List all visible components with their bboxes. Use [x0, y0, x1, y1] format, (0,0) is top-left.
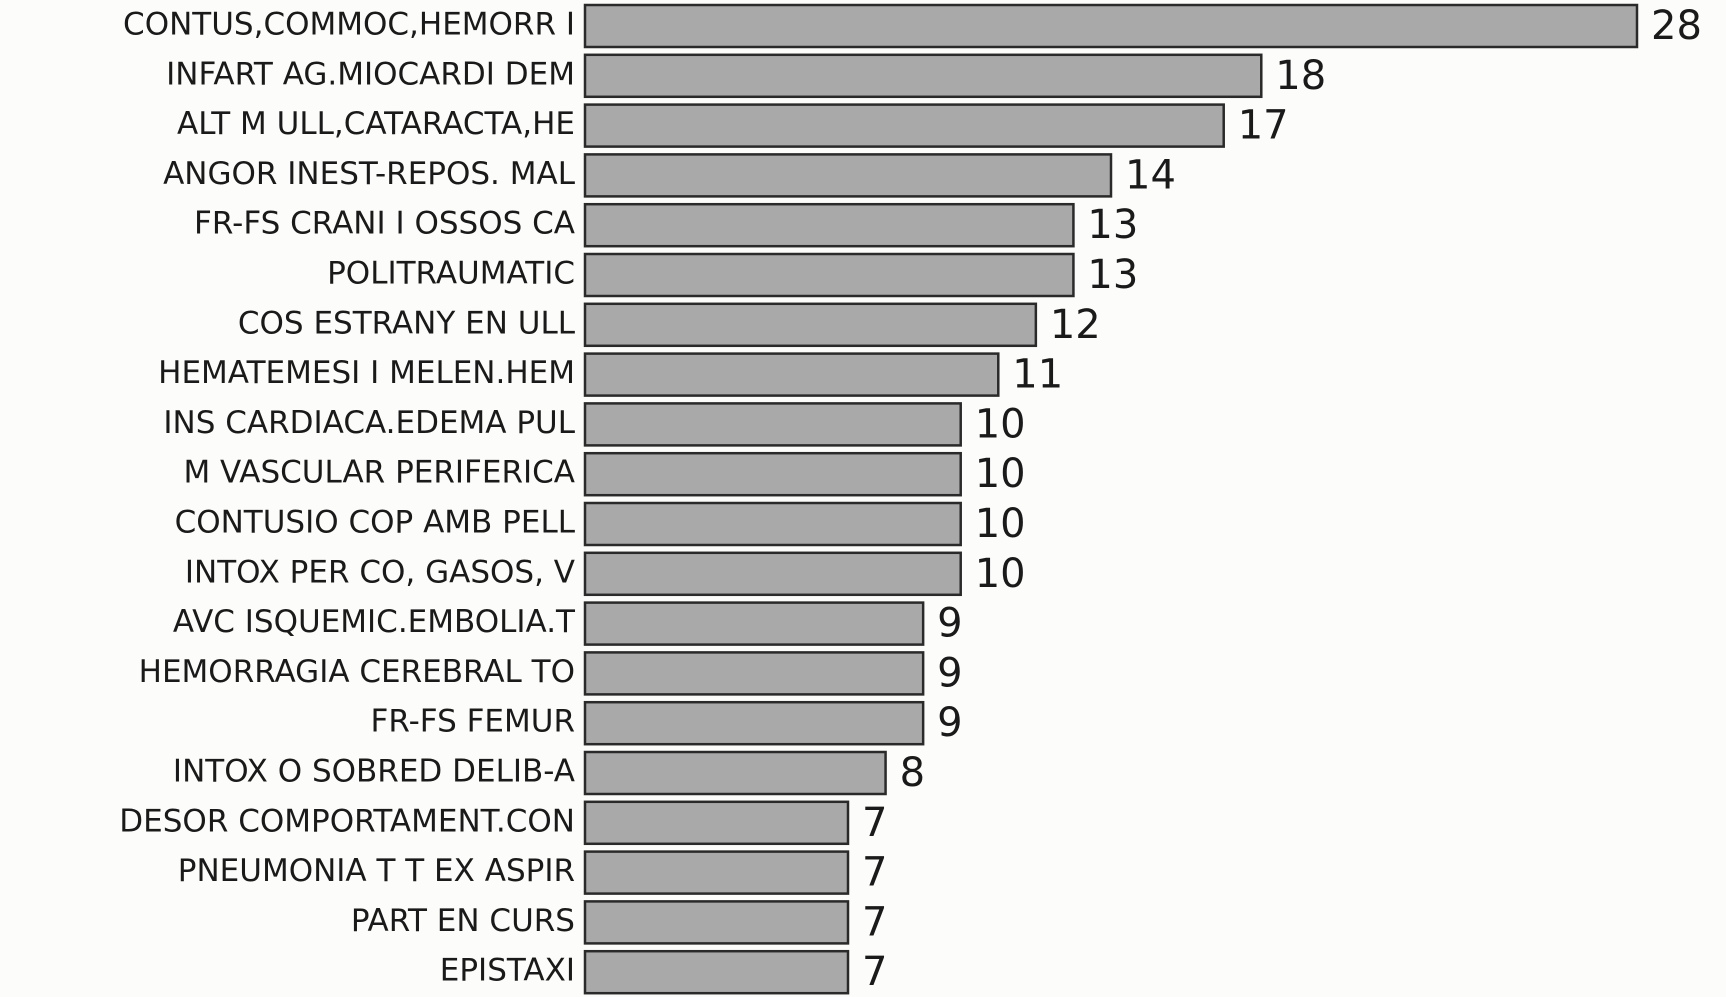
- value-label: 17: [1238, 103, 1289, 149]
- bar: [583, 402, 962, 447]
- value-label: 10: [975, 551, 1026, 597]
- category-label: INTOX PER CO, GASOS, V: [185, 554, 575, 590]
- category-label: INS CARDIACA.EDEMA PUL: [163, 405, 575, 441]
- value-label: 10: [975, 501, 1026, 547]
- category-label: ALT M ULL,CATARACTA,HE: [177, 106, 575, 142]
- value-label: 11: [1012, 352, 1063, 398]
- bar: [583, 352, 1000, 397]
- bar: [583, 949, 850, 995]
- bar: [583, 651, 925, 696]
- category-label: POLITRAUMATIC: [327, 256, 575, 292]
- value-label: 7: [862, 949, 887, 995]
- category-label: EPISTAXI: [440, 953, 575, 989]
- category-label: INFART AG.MIOCARDI DEM: [166, 56, 575, 92]
- value-label: 9: [937, 650, 962, 696]
- category-label: DESOR COMPORTAMENT.CON: [119, 803, 575, 839]
- category-label: CONTUSIO COP AMB PELL: [175, 505, 576, 541]
- category-label: FR-FS FEMUR: [370, 704, 575, 740]
- bar: [583, 601, 925, 646]
- category-label: ANGOR INEST-REPOS. MAL: [163, 156, 576, 192]
- bar: [583, 700, 925, 746]
- value-label: 14: [1125, 152, 1176, 198]
- bar: [583, 53, 1263, 99]
- bar: [583, 252, 1075, 298]
- value-label: 7: [862, 800, 887, 846]
- bar: [583, 3, 1639, 49]
- value-label: 8: [900, 750, 925, 796]
- bar: [583, 501, 962, 547]
- category-label: HEMATEMESI I MELEN.HEM: [158, 355, 575, 391]
- value-label: 13: [1087, 202, 1138, 248]
- value-label: 28: [1651, 3, 1702, 49]
- category-label: M VASCULAR PERIFERICA: [183, 455, 575, 491]
- bar: [583, 750, 887, 796]
- bar: [583, 850, 850, 895]
- category-label: HEMORRAGIA CEREBRAL TO: [139, 654, 575, 690]
- bar: [583, 900, 850, 945]
- value-label: 10: [975, 451, 1026, 497]
- bar: [583, 202, 1075, 248]
- category-label: PNEUMONIA T T EX ASPIR: [178, 853, 575, 889]
- value-label: 7: [862, 899, 887, 945]
- category-label: AVC ISQUEMIC.EMBOLIA.T: [173, 604, 576, 640]
- value-label: 9: [937, 601, 962, 647]
- category-label: FR-FS CRANI I OSSOS CA: [194, 206, 575, 242]
- bar: [583, 551, 962, 597]
- category-label: CONTUS,COMMOC,HEMORR I: [123, 7, 575, 43]
- bar: [583, 302, 1038, 348]
- category-label: INTOX O SOBRED DELIB-A: [173, 754, 575, 790]
- bar: [583, 451, 962, 497]
- bar: [583, 153, 1113, 198]
- value-label: 18: [1275, 53, 1326, 99]
- category-label: COS ESTRANY EN ULL: [238, 305, 576, 341]
- bar: [583, 103, 1225, 148]
- value-label: 12: [1050, 302, 1101, 348]
- value-label: 13: [1087, 252, 1138, 298]
- category-label: PART EN CURS: [351, 903, 575, 939]
- value-label: 7: [862, 850, 887, 896]
- bar: [583, 800, 850, 846]
- value-label: 10: [975, 401, 1026, 447]
- value-label: 9: [937, 700, 962, 746]
